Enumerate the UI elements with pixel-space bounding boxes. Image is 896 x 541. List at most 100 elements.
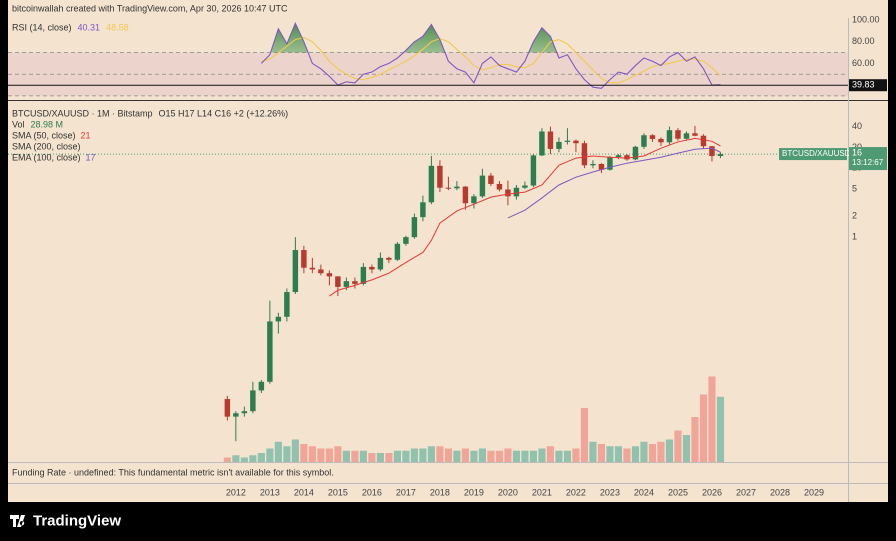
candle-body	[284, 292, 290, 317]
countdown-label: 13:12:67	[852, 158, 884, 167]
volume-bar	[589, 441, 597, 462]
price-marker-box	[849, 147, 887, 171]
candle-body	[369, 266, 375, 270]
candle-body	[513, 187, 520, 197]
candle-body	[258, 381, 265, 391]
candle-body	[649, 135, 656, 139]
moving-average	[329, 137, 721, 297]
volume-bar	[495, 450, 503, 462]
overlay-legend-value: 21	[81, 130, 91, 140]
volume-bar	[521, 450, 529, 462]
x-tick-label: 2028	[770, 487, 790, 497]
volume-bar	[368, 453, 376, 462]
volume-bar	[427, 446, 435, 462]
volume-bar	[317, 448, 325, 462]
volume-bar	[580, 408, 589, 462]
volume-bar	[529, 450, 537, 462]
volume-bar	[657, 441, 665, 462]
x-tick-label: 2029	[804, 487, 824, 497]
candle-body	[615, 155, 622, 158]
rsi-legend-title: RSI (14, close)	[12, 22, 72, 32]
volume-bar	[691, 417, 699, 462]
volume-bar	[546, 446, 554, 462]
candle-body	[386, 257, 392, 260]
candle-body	[479, 175, 486, 197]
overlay-legend-name: SMA (200, close)	[12, 141, 81, 151]
price-marker-label: 16	[852, 147, 862, 157]
attribution: bitcoinwallah created with TradingView.c…	[12, 3, 288, 13]
candle-body	[539, 131, 545, 156]
candle-body	[309, 267, 316, 270]
candle-body	[411, 217, 418, 238]
x-tick-label: 2020	[498, 487, 518, 497]
candle-body	[233, 413, 239, 417]
candle-body	[573, 140, 579, 144]
volume-bar	[385, 453, 393, 462]
volume-bar	[478, 448, 486, 462]
candle-body	[709, 146, 715, 157]
volume-bar	[674, 430, 682, 462]
price-legend-ohlc: O15 H17 L14 C16 +2 (+12.26%)	[159, 108, 289, 118]
x-tick-label: 2023	[600, 487, 620, 497]
candle-body	[692, 133, 698, 136]
funding-note: Funding Rate · undefined: This fundament…	[12, 467, 334, 477]
volume-bar	[538, 448, 546, 462]
candle-body	[471, 196, 477, 204]
x-tick-label: 2013	[260, 487, 280, 497]
volume-bar	[699, 394, 708, 462]
volume-legend-value: 28.98 M	[31, 119, 64, 129]
candle-body	[488, 175, 494, 184]
candle-body	[496, 183, 503, 190]
x-tick-label: 2026	[702, 487, 722, 497]
volume-bar	[453, 450, 461, 462]
volume-bar	[572, 448, 580, 462]
symbol-marker-label: BTCUSD/XAUUSD	[782, 149, 851, 158]
y-tick-label: 5	[852, 183, 857, 193]
rsi-legend-value: 40.31	[78, 22, 101, 32]
rsi-marker-box	[849, 79, 887, 92]
overlay-legend-value: 17	[86, 152, 96, 162]
x-tick-label: 2022	[566, 487, 586, 497]
volume-bar	[487, 450, 495, 462]
candle-body	[581, 143, 588, 166]
volume-bar	[563, 450, 572, 462]
volume-bar	[623, 448, 631, 462]
volume-bar	[716, 396, 725, 462]
candle-body	[360, 266, 367, 284]
x-tick-label: 2012	[226, 487, 246, 497]
volume-bar	[351, 450, 359, 462]
x-tick-label: 2017	[396, 487, 416, 497]
candle-body	[624, 155, 630, 160]
volume-bar	[614, 446, 623, 462]
volume-bar	[376, 453, 384, 462]
x-tick-label: 2027	[736, 487, 756, 497]
volume-bar	[223, 457, 231, 462]
rsi-marker-label: 39.83	[852, 80, 875, 90]
volume-bar	[512, 450, 520, 462]
volume-bar	[342, 450, 350, 462]
y-tick-label: 60.00	[852, 58, 875, 68]
volume-bar	[240, 457, 248, 462]
candle-body	[394, 243, 401, 260]
candle-body	[530, 155, 537, 186]
volume-bar	[597, 444, 606, 462]
volume-bar	[461, 448, 469, 462]
volume-bar	[708, 376, 716, 462]
volume-bar	[291, 439, 299, 462]
volume-bar	[283, 446, 291, 462]
volume-bar	[682, 435, 691, 462]
candle-body	[675, 130, 681, 139]
y-tick-label: 100.00	[852, 15, 880, 25]
volume-bar	[266, 448, 274, 462]
candle-body	[437, 165, 443, 188]
price-legend-title: BTCUSD/XAUUSD · 1M · Bitstamp	[12, 108, 153, 118]
candle-body	[420, 202, 426, 218]
volume-bar	[257, 453, 265, 462]
candle-body	[301, 250, 307, 268]
moving-average	[507, 147, 721, 219]
candle-body	[658, 138, 664, 143]
rsi-line	[261, 36, 721, 84]
candle-body	[445, 187, 452, 189]
chart-background	[8, 0, 888, 502]
x-tick-label: 2019	[464, 487, 484, 497]
